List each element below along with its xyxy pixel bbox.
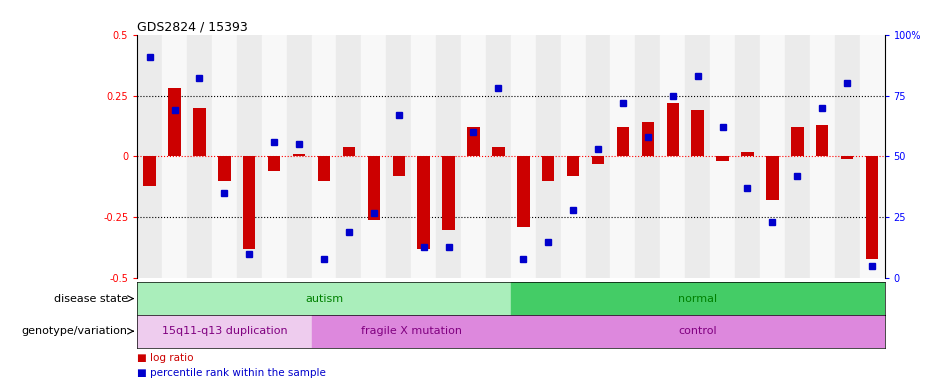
Bar (412, 35, 436, 278)
Bar (791, 127, 803, 157)
Bar (361, 35, 386, 278)
Bar (268, 157, 280, 171)
Bar (641, 122, 654, 157)
Text: ■ log ratio: ■ log ratio (137, 353, 194, 363)
Bar (586, 35, 610, 278)
Bar (617, 127, 629, 157)
Bar (243, 157, 255, 249)
Bar (236, 35, 262, 278)
Bar (667, 103, 679, 157)
Bar (417, 157, 429, 249)
Bar (685, 35, 710, 278)
Bar (735, 35, 760, 278)
Bar (785, 35, 810, 278)
Bar (610, 35, 636, 278)
Bar (187, 35, 212, 278)
Bar (219, 157, 231, 181)
Bar (342, 147, 355, 157)
Bar (866, 157, 878, 259)
Text: autism: autism (305, 293, 343, 304)
Bar (742, 152, 754, 157)
Bar (368, 157, 380, 220)
Bar (766, 157, 779, 200)
Bar (162, 35, 187, 278)
Bar (293, 154, 306, 157)
Bar (467, 127, 480, 157)
Bar (810, 35, 834, 278)
Bar (542, 157, 554, 181)
Bar (486, 35, 511, 278)
Bar (660, 35, 685, 278)
Bar (561, 35, 586, 278)
Bar (710, 35, 735, 278)
Bar (760, 35, 785, 278)
Bar (168, 88, 181, 157)
Bar (311, 35, 337, 278)
Bar (137, 35, 162, 278)
Bar (436, 35, 461, 278)
Text: ■ percentile rank within the sample: ■ percentile rank within the sample (137, 368, 326, 378)
Bar (287, 35, 311, 278)
Bar (337, 35, 361, 278)
Bar (511, 315, 885, 348)
Bar (461, 35, 486, 278)
Text: GDS2824 / 15393: GDS2824 / 15393 (137, 20, 248, 33)
Bar (193, 108, 205, 157)
Bar (144, 157, 156, 186)
Text: fragile X mutation: fragile X mutation (360, 326, 462, 336)
Bar (212, 35, 236, 278)
Bar (311, 315, 511, 348)
Text: control: control (678, 326, 717, 336)
Bar (692, 110, 704, 157)
Bar (511, 282, 885, 315)
Bar (860, 35, 885, 278)
Bar (816, 125, 829, 157)
Bar (393, 157, 405, 176)
Bar (636, 35, 660, 278)
Bar (517, 157, 530, 227)
Bar (567, 157, 579, 176)
Bar (386, 35, 412, 278)
Bar (318, 157, 330, 181)
Bar (834, 35, 860, 278)
Bar (443, 157, 455, 230)
Bar (137, 315, 311, 348)
Bar (841, 157, 853, 159)
Text: genotype/variation: genotype/variation (22, 326, 128, 336)
Bar (592, 157, 604, 164)
Bar (511, 35, 535, 278)
Text: 15q11-q13 duplication: 15q11-q13 duplication (162, 326, 288, 336)
Bar (262, 35, 287, 278)
Text: disease state: disease state (54, 293, 128, 304)
Bar (716, 157, 728, 161)
Bar (137, 282, 511, 315)
Bar (492, 147, 504, 157)
Text: normal: normal (678, 293, 717, 304)
Bar (535, 35, 561, 278)
